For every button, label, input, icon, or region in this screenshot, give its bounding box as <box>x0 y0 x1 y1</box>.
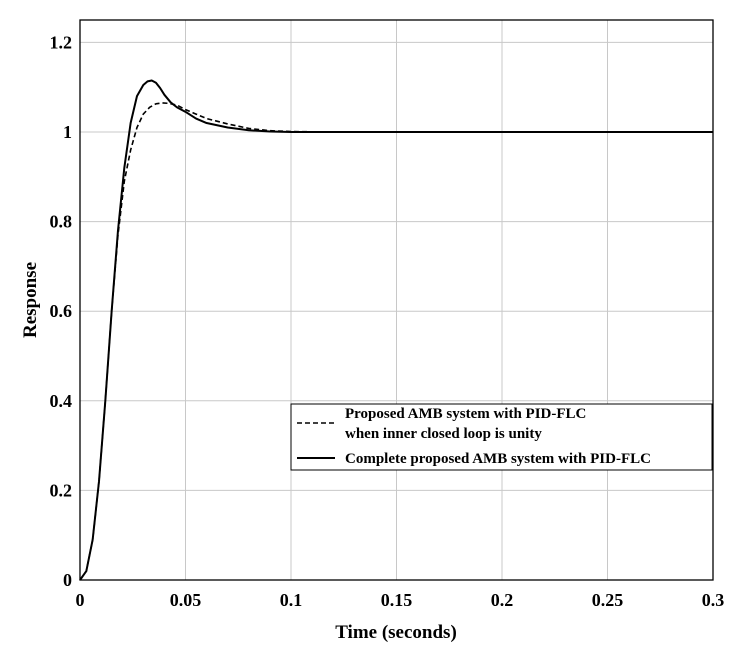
x-tick-label: 0.3 <box>702 590 725 610</box>
x-tick-labels: 0 0.05 0.1 0.15 0.2 0.25 0.3 <box>76 590 725 610</box>
legend: Proposed AMB system with PID-FLC when in… <box>290 403 713 471</box>
y-tick-label: 0.2 <box>50 480 73 500</box>
plot-frame <box>79 19 714 581</box>
legend-entry-solid: Complete proposed AMB system with PID-FL… <box>345 451 651 467</box>
series-line-solid <box>79 79 713 581</box>
y-tick-label: 0.6 <box>50 301 73 321</box>
y-tick-label: 1.2 <box>50 32 73 52</box>
y-axis-label: Response <box>20 262 41 338</box>
y-tick-label: 0.8 <box>50 212 73 232</box>
y-tick-label: 0.4 <box>50 391 73 411</box>
x-tick-label: 0 <box>76 590 85 610</box>
x-tick-label: 0.1 <box>280 590 303 610</box>
y-tick-label: 0 <box>63 570 72 590</box>
series-lines <box>79 79 713 581</box>
x-tick-label: 0.15 <box>381 590 413 610</box>
legend-entry-dashed-line1: Proposed AMB system with PID-FLC <box>345 406 586 422</box>
y-tick-labels: 0 0.2 0.4 0.6 0.8 1 1.2 <box>50 32 73 590</box>
x-tick-label: 0.25 <box>592 590 624 610</box>
x-tick-label: 0.2 <box>491 590 514 610</box>
x-axis-label: Time (seconds) <box>335 622 457 643</box>
x-tick-label: 0.05 <box>170 590 202 610</box>
legend-box <box>290 403 713 471</box>
legend-entry-dashed-line2: when inner closed loop is unity <box>345 426 542 442</box>
y-tick-label: 1 <box>63 122 72 142</box>
